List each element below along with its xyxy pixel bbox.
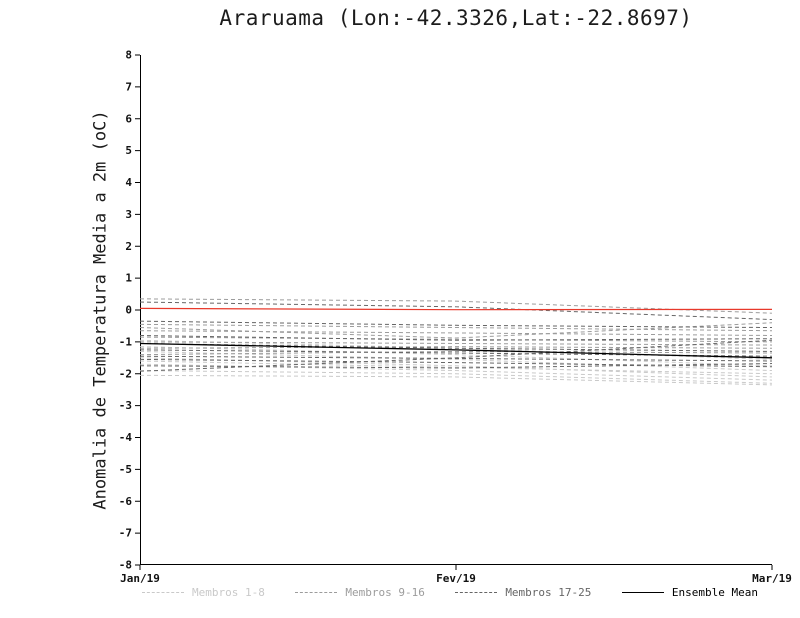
y-tick-label: 2 <box>125 240 132 253</box>
legend-item: Membros 17-25 <box>455 586 591 599</box>
legend-label: Membros 17-25 <box>505 586 592 599</box>
membros-9-16-line <box>139 336 773 343</box>
membros-17-25-line <box>139 320 773 329</box>
membros-9-16-line <box>139 330 773 336</box>
chart-title: Araruama (Lon:-42.3326,Lat:-22.8697) <box>219 6 693 30</box>
x-tick-label: Mar/19 <box>752 572 792 585</box>
membros-9-16-line <box>139 323 773 332</box>
membros-1-8-line <box>139 370 773 384</box>
y-tick-label: 3 <box>125 208 132 221</box>
membros-9-16-line <box>139 346 773 349</box>
legend-label: Membros 1-8 <box>192 586 265 599</box>
y-axis-label: Anomalia de Temperatura Media a 2m (oC) <box>91 110 112 510</box>
legend-line-sample <box>142 592 184 593</box>
membros-1-8-line <box>139 346 773 367</box>
membros-1-8-line <box>139 374 773 386</box>
y-tick-label: -4 <box>119 431 133 444</box>
membros-9-16-line <box>139 322 773 339</box>
ensemble-mean-line <box>139 342 773 359</box>
y-axis-label-container: Anomalia de Temperatura Media a 2m (oC) <box>84 55 118 565</box>
y-tick-label: -2 <box>119 367 132 380</box>
legend-label: Membros 9-16 <box>345 586 425 599</box>
y-tick-label: 8 <box>125 49 132 62</box>
x-tick-label: Jan/19 <box>120 572 160 585</box>
y-tick-label: 6 <box>125 112 132 125</box>
membros-17-25-line <box>139 301 773 321</box>
y-tick-label: 4 <box>125 176 132 189</box>
membros-17-25-line <box>139 339 773 372</box>
legend-item: Membros 1-8 <box>142 586 265 599</box>
legend-line-sample <box>295 592 338 593</box>
y-tick-label: -5 <box>119 463 132 476</box>
legend-item: Membros 9-16 <box>295 586 425 599</box>
x-tick-label: Fev/19 <box>436 572 476 585</box>
y-tick-label: -8 <box>119 559 132 572</box>
membros-9-16-line <box>139 341 773 346</box>
membros-1-8-line <box>139 350 773 372</box>
y-tick-label: -1 <box>119 335 133 348</box>
membros-17-25-line <box>139 335 773 341</box>
legend-line-sample <box>455 592 498 593</box>
y-tick-label: 5 <box>125 144 132 157</box>
y-tick-label: 1 <box>125 272 132 285</box>
legend: Membros 1-8 Membros 9-16 Membros 17-25 Ense… <box>142 586 758 599</box>
plot-area: -8 -7 -6 -5 -4 -3 -2 -1 0 1 2 3 4 5 6 7 8 Jan/19 Fev/19 Mar… <box>119 49 792 586</box>
y-tick-label: -3 <box>119 399 132 412</box>
legend-line-sample <box>621 592 664 593</box>
membros-17-25-line <box>139 355 773 362</box>
membros-9-16-line <box>139 350 773 356</box>
y-tick-label: 7 <box>125 80 132 93</box>
zero-reference-line <box>139 307 773 311</box>
y-tick-label: 0 <box>125 304 132 317</box>
legend-label: Ensemble Mean <box>671 586 758 599</box>
legend-item: Ensemble Mean <box>621 586 758 599</box>
membros-1-8-line <box>139 360 773 375</box>
membros-9-16-line <box>139 298 773 314</box>
y-tick-label: -6 <box>119 495 133 508</box>
y-tick-label: -7 <box>119 527 132 540</box>
